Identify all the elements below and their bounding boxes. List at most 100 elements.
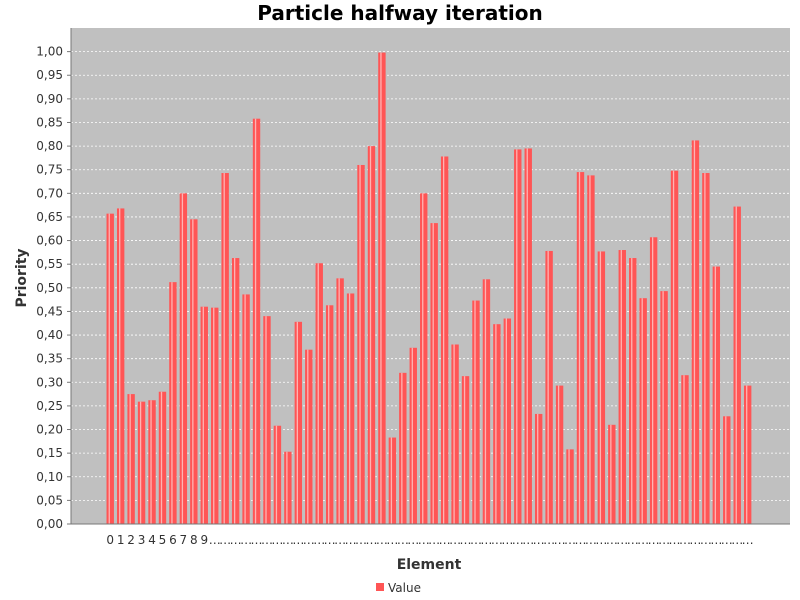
bar-fill	[252, 118, 261, 524]
bar	[420, 193, 428, 525]
bar-fill	[116, 208, 125, 524]
bar-highlight	[714, 266, 716, 524]
x-tick-label-truncated: …	[292, 533, 304, 547]
bar-highlight	[422, 193, 424, 525]
bar	[200, 306, 208, 524]
x-tick-label-truncated: …	[554, 533, 566, 547]
bar-highlight	[547, 250, 549, 524]
x-tick-label-truncated: …	[595, 533, 607, 547]
bar-fill	[670, 170, 679, 524]
x-tick-label-truncated: …	[606, 533, 618, 547]
bar-fill	[127, 394, 135, 524]
bar-highlight	[181, 193, 184, 525]
bar-highlight	[537, 413, 539, 524]
bar-fill	[440, 156, 449, 525]
bar-fill	[409, 347, 417, 524]
bar-highlight	[641, 298, 643, 524]
x-tick-label: 3	[138, 533, 146, 547]
x-tick-label-truncated: …	[721, 533, 733, 547]
bar-fill	[681, 375, 689, 524]
x-tick-label-truncated: …	[700, 533, 712, 547]
bar	[524, 148, 532, 524]
bar	[169, 282, 177, 524]
bar	[743, 385, 752, 524]
y-tick-label: 0,85	[36, 115, 63, 129]
bar	[639, 298, 647, 524]
bar-fill	[284, 451, 292, 524]
bar	[440, 156, 449, 525]
bar	[472, 300, 480, 524]
x-tick-label-truncated: …	[428, 533, 440, 547]
y-tick-label: 0,45	[36, 304, 63, 318]
bar-fill	[367, 146, 376, 524]
bar	[399, 372, 407, 524]
bar-highlight	[286, 451, 288, 524]
bar	[545, 250, 553, 524]
bar	[451, 344, 459, 524]
bar-fill	[420, 193, 428, 525]
bar	[629, 258, 637, 524]
bar	[242, 294, 250, 524]
y-tick-label: 0,55	[36, 257, 63, 271]
x-axis-label: Element	[397, 557, 462, 573]
bar-highlight	[651, 237, 654, 524]
bar-highlight	[568, 449, 570, 524]
y-tick-label: 0,65	[36, 210, 63, 224]
bar-fill	[336, 278, 344, 524]
bar-highlight	[589, 175, 591, 524]
bar-fill	[430, 223, 438, 525]
bar-highlight	[139, 401, 142, 524]
bar-highlight	[495, 324, 497, 524]
bar-highlight	[328, 305, 330, 524]
x-tick-label-truncated: …	[669, 533, 681, 547]
y-tick-label: 0,50	[36, 281, 63, 295]
bar-highlight	[704, 173, 706, 525]
bar	[461, 376, 470, 524]
bar-highlight	[348, 293, 351, 524]
y-tick-label: 0,95	[36, 68, 63, 82]
x-tick-label-truncated: …	[407, 533, 419, 547]
bar-fill	[273, 425, 282, 524]
x-tick-label-truncated: …	[230, 533, 242, 547]
bar-fill	[305, 349, 313, 524]
bar	[576, 172, 585, 525]
bar-highlight	[317, 263, 319, 524]
bar-fill	[315, 263, 323, 524]
bar-fill	[294, 321, 303, 524]
bar	[284, 451, 292, 524]
bar-fill	[534, 413, 543, 524]
bar	[231, 258, 240, 524]
bar-highlight	[474, 300, 476, 524]
bar-fill	[576, 172, 585, 525]
x-tick-label-truncated: …	[470, 533, 482, 547]
x-axis: 0 1 2 3 4 5 6 7 8 9…………………………………………………………………………………	[71, 523, 790, 547]
x-tick-label-truncated: …	[501, 533, 513, 547]
bar	[566, 449, 574, 524]
bar-highlight	[693, 140, 696, 524]
bar-highlight	[244, 294, 246, 524]
x-tick-label-truncated: …	[689, 533, 701, 547]
bar	[211, 307, 219, 524]
x-tick-label: 1	[117, 533, 125, 547]
bar-fill	[263, 316, 271, 524]
bar-fill	[587, 175, 595, 524]
bar-highlight	[484, 279, 487, 524]
bar	[723, 416, 731, 524]
bar-highlight	[516, 149, 518, 524]
bar	[409, 347, 417, 524]
bar-highlight	[578, 172, 581, 525]
x-tick-label-truncated: …	[679, 533, 691, 547]
bar	[534, 413, 543, 524]
x-tick-label-truncated: …	[648, 533, 660, 547]
x-tick-label-truncated: …	[240, 533, 252, 547]
x-tick-label-truncated: …	[345, 533, 357, 547]
y-tick-label: 0,00	[36, 517, 63, 531]
bar-fill	[639, 298, 647, 524]
x-tick-label-truncated: …	[731, 533, 743, 547]
bar	[252, 118, 261, 524]
x-tick-label-truncated: …	[334, 533, 346, 547]
bar-fill	[566, 449, 574, 524]
x-tick-label-truncated: …	[585, 533, 597, 547]
bar-highlight	[119, 208, 121, 524]
y-axis-label: Priority	[14, 248, 30, 307]
